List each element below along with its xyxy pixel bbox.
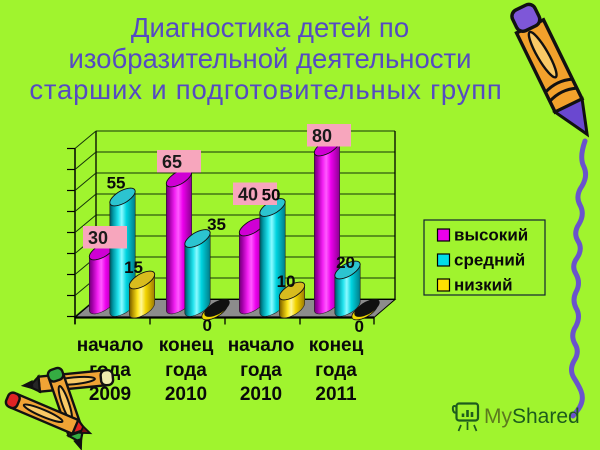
svg-text:2010: 2010 (165, 384, 207, 405)
svg-text:начало: начало (77, 335, 144, 356)
svg-text:2009: 2009 (89, 384, 131, 405)
svg-text:старших и подготовительных гру: старших и подготовительных групп (29, 74, 502, 105)
svg-text:низкий: низкий (454, 276, 513, 295)
svg-text:2010: 2010 (240, 384, 282, 405)
svg-text:средний: средний (454, 251, 525, 270)
svg-text:0: 0 (203, 316, 212, 335)
svg-text:10: 10 (277, 272, 296, 291)
svg-text:65: 65 (162, 152, 182, 172)
svg-text:15: 15 (124, 258, 143, 277)
svg-text:35: 35 (207, 215, 226, 234)
svg-text:изобразительной деятельности: изобразительной деятельности (69, 43, 472, 74)
svg-text:высокий: высокий (454, 226, 528, 245)
svg-text:года: года (165, 360, 207, 381)
svg-text:0: 0 (355, 317, 364, 336)
svg-text:конец: конец (159, 335, 214, 356)
svg-text:50: 50 (262, 186, 281, 205)
svg-text:года: года (240, 360, 282, 381)
svg-text:20: 20 (336, 253, 355, 272)
svg-text:года: года (315, 360, 357, 381)
svg-text:80: 80 (312, 126, 332, 146)
svg-text:Диагностика детей по: Диагностика детей по (131, 12, 409, 43)
svg-text:30: 30 (88, 228, 108, 248)
svg-text:40: 40 (238, 185, 258, 205)
svg-text:конец: конец (309, 335, 364, 356)
svg-text:начало: начало (228, 335, 295, 356)
svg-text:2011: 2011 (315, 384, 357, 405)
svg-text:MyShared: MyShared (484, 405, 580, 428)
svg-text:55: 55 (107, 174, 126, 193)
